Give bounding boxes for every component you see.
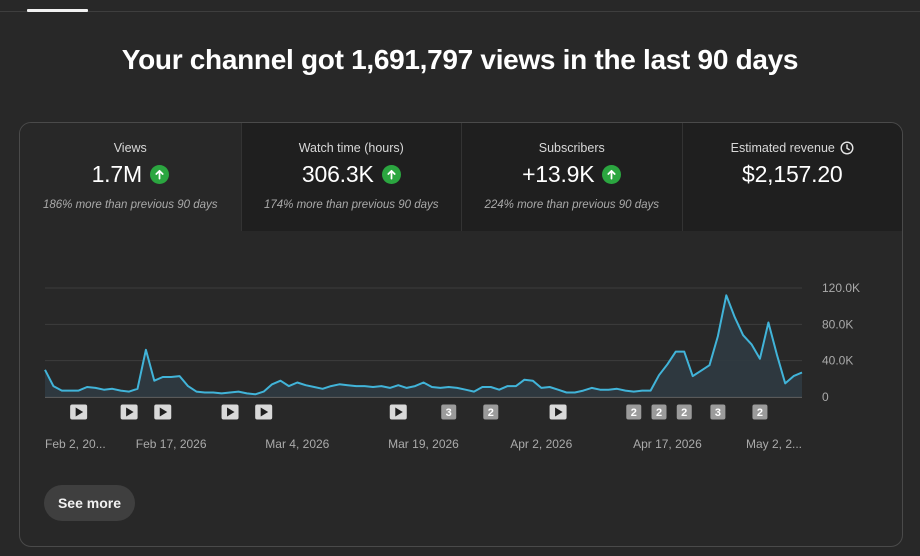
x-tick-label: Feb 17, 2026 [136,437,207,451]
metric-value: 1.7M [91,161,143,187]
metric-value: +13.9K [522,161,595,187]
analytics-card: Views 1.7M 186% more than previous 90 da… [19,122,903,547]
arrow-up-icon [602,165,622,184]
play-icon [126,407,134,417]
metric-label: Views [113,141,147,155]
metric-comparison: 174% more than previous 90 days [263,199,439,211]
metric-tab-estimated-revenue[interactable]: Estimated revenue $2,157.20 [681,123,903,231]
video-publish-marker[interactable] [120,404,138,420]
metric-value: 306.3K [301,161,374,187]
x-tick-label: Apr 17, 2026 [633,437,702,451]
marker-count: 3 [715,407,721,419]
metric-comparison: 224% more than previous 90 days [484,199,660,211]
marker-count: 2 [488,407,494,419]
video-count-marker[interactable]: 2 [752,404,768,420]
clock-icon [840,141,854,155]
video-count-marker[interactable]: 3 [710,404,726,420]
video-publish-marker[interactable] [549,404,567,420]
metric-label: Subscribers [538,141,605,155]
arrow-up-icon [381,165,401,184]
y-tick-label: 40.0K [822,354,853,368]
video-count-marker[interactable]: 3 [441,404,457,420]
play-icon [260,407,269,417]
metric-value: $2,157.20 [741,161,843,187]
metric-label: Estimated revenue [683,141,903,155]
video-publish-marker[interactable] [255,404,273,420]
metric-tab-subscribers[interactable]: Subscribers +13.9K 224% more than previo… [461,123,682,231]
video-count-marker[interactable]: 2 [626,404,642,420]
x-tick-label: Apr 2, 2026 [510,437,572,451]
metric-tabs: Views 1.7M 186% more than previous 90 da… [20,123,902,231]
metric-tab-views[interactable]: Views 1.7M 186% more than previous 90 da… [20,123,241,231]
video-count-marker[interactable]: 2 [483,404,499,420]
play-icon [227,407,235,417]
x-tick-label: May 2, 2... [746,437,802,451]
marker-count: 2 [631,407,637,419]
play-icon [555,407,563,417]
y-tick-label: 120.0K [822,281,860,295]
play-icon [159,407,168,417]
video-count-marker[interactable]: 2 [676,404,692,420]
marker-count: 2 [757,407,763,419]
views-chart: 0 40.0K 80.0K 120.0K 3 2 2 2 2 3 2 Feb 2, 20... Feb … [44,281,860,451]
marker-count: 2 [681,407,687,419]
metric-label: Watch time (hours) [298,141,404,155]
marker-count: 3 [446,407,452,419]
y-tick-label: 0 [822,390,829,404]
tabs-divider [0,11,920,12]
arrow-up-icon [149,165,169,184]
x-tick-label: Feb 2, 20... [45,437,106,451]
page-headline: Your channel got 1,691,797 views in the … [121,44,799,75]
metric-tab-watch-time[interactable]: Watch time (hours) 306.3K 174% more than… [240,123,461,231]
metric-comparison: 186% more than previous 90 days [42,199,218,211]
play-icon [75,407,84,417]
see-more-button[interactable]: See more [44,485,135,521]
selected-tab-indicator [27,9,88,12]
video-publish-marker[interactable] [389,404,407,420]
play-icon [395,407,403,417]
views-area [45,295,802,397]
y-tick-label: 80.0K [822,317,853,331]
x-tick-label: Mar 19, 2026 [388,437,459,451]
x-tick-label: Mar 4, 2026 [265,437,329,451]
views-series-line [44,294,803,396]
video-publish-marker[interactable] [70,404,88,420]
video-count-marker[interactable]: 2 [651,404,667,420]
video-publish-marker[interactable] [221,404,239,420]
video-publish-marker[interactable] [154,404,172,420]
metric-label-text: Estimated revenue [730,141,835,155]
marker-count: 2 [656,407,662,419]
